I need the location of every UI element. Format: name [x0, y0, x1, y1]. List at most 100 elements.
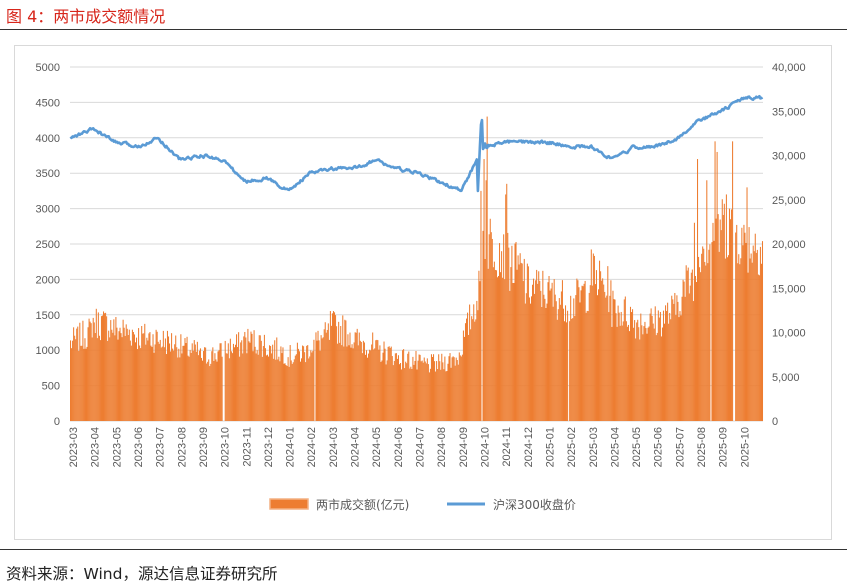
turnover-bar [437, 369, 439, 421]
turnover-bar [241, 340, 243, 421]
turnover-bar [387, 346, 389, 421]
index-line-path [69, 94, 764, 193]
x-tick-label: 2023-11 [241, 427, 253, 467]
turnover-bar [606, 295, 608, 421]
turnover-bar [209, 366, 211, 421]
turnover-bar [713, 240, 715, 421]
turnover-bar [467, 312, 469, 421]
turnover-bar [161, 346, 163, 421]
turnover-bar [625, 321, 627, 421]
turnover-bar [421, 360, 423, 421]
turnover-bar [363, 342, 365, 421]
turnover-bar [484, 258, 486, 421]
left-tick-label: 500 [42, 381, 60, 393]
turnover-bar [616, 326, 618, 421]
turnover-bar [242, 353, 244, 421]
turnover-bar [236, 334, 238, 421]
turnover-bar [494, 269, 496, 421]
turnover-bar [172, 348, 174, 421]
legend-bar-label: 两市成交额(亿元) [316, 497, 409, 512]
turnover-bar [370, 350, 372, 421]
turnover-bar [348, 345, 350, 421]
turnover-bar [470, 329, 472, 421]
turnover-bar [657, 310, 659, 421]
turnover-bar [375, 340, 377, 421]
turnover-bar [192, 350, 194, 421]
left-tick-label: 1500 [36, 310, 60, 322]
x-tick-label: 2025-07 [674, 427, 686, 467]
turnover-bar [315, 332, 317, 421]
turnover-bar [633, 327, 635, 421]
turnover-bar [746, 187, 748, 421]
turnover-bar [85, 348, 87, 421]
turnover-bar [665, 305, 667, 421]
turnover-bar [167, 336, 170, 421]
turnover-bar [551, 282, 553, 421]
turnover-bar [280, 346, 282, 421]
turnover-bar [731, 209, 733, 421]
turnover-bar [612, 290, 614, 421]
turnover-bar [398, 364, 401, 421]
turnover-bar [670, 319, 672, 421]
turnover-bar [92, 317, 94, 421]
turnover-bar [115, 317, 117, 421]
turnover-bar [747, 272, 749, 421]
turnover-bar [142, 333, 144, 421]
turnover-bar [547, 282, 549, 421]
turnover-bar [134, 342, 137, 421]
turnover-bar [196, 341, 198, 421]
turnover-bar [476, 300, 478, 421]
turnover-bar [286, 365, 288, 421]
turnover-bar [129, 340, 131, 421]
turnover-bar [683, 281, 685, 421]
turnover-bar [211, 351, 213, 421]
turnover-bar [176, 347, 178, 421]
turnover-bar [131, 329, 133, 421]
turnover-bar [450, 367, 452, 421]
right-tick-label: 0 [772, 416, 778, 428]
turnover-bar [622, 321, 624, 421]
turnover-bar [565, 305, 567, 421]
turnover-bar [401, 369, 403, 421]
turnover-bar [519, 253, 521, 421]
x-tick-label: 2024-10 [480, 427, 492, 467]
turnover-bar [250, 331, 252, 421]
turnover-bar [447, 363, 449, 421]
turnover-bar [139, 345, 141, 421]
turnover-bar [667, 302, 669, 421]
turnover-bar [298, 351, 300, 421]
turnover-bar [674, 292, 676, 421]
turnover-bar [649, 313, 651, 421]
turnover-bar [301, 358, 303, 421]
turnover-bar [474, 321, 476, 421]
turnover-bar [730, 219, 732, 421]
turnover-bar [74, 335, 76, 421]
x-tick-label: 2023-07 [155, 427, 167, 467]
turnover-bar [679, 311, 681, 421]
turnover-bar [186, 336, 188, 421]
turnover-bar [141, 326, 143, 421]
turnover-bar [105, 312, 107, 421]
turnover-bar [632, 309, 634, 421]
turnover-bar [599, 260, 601, 421]
turnover-bar [124, 335, 126, 421]
turnover-bar [702, 246, 704, 421]
turnover-bar [323, 329, 325, 421]
turnover-bar [614, 299, 616, 421]
turnover-bar [153, 352, 155, 421]
turnover-bar [520, 262, 522, 421]
turnover-bar [619, 325, 621, 421]
turnover-bar [570, 295, 572, 421]
turnover-bar [658, 317, 660, 421]
turnover-bar [758, 275, 760, 421]
turnover-bar [342, 315, 344, 421]
turnover-bar [415, 350, 417, 421]
turnover-bar [367, 357, 369, 421]
turnover-bar [391, 356, 393, 421]
turnover-bar [488, 234, 490, 421]
turnover-bar [76, 328, 78, 421]
turnover-bar [204, 347, 206, 421]
turnover-bar [265, 355, 267, 421]
turnover-bar [307, 345, 309, 421]
turnover-bar [706, 180, 708, 421]
